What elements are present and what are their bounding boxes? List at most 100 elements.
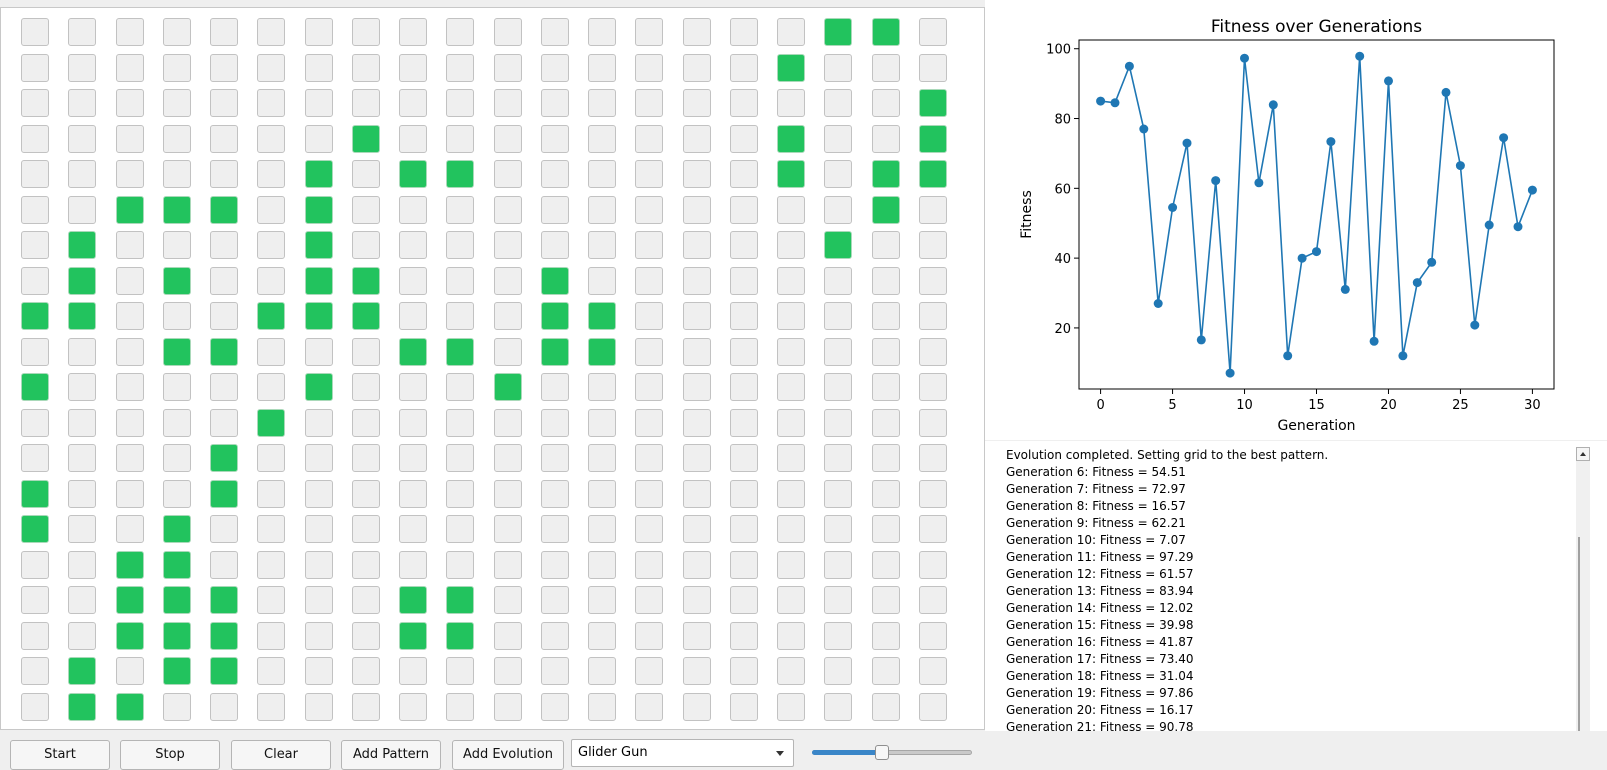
grid-cell[interactable] — [588, 480, 616, 508]
grid-cell[interactable] — [68, 196, 96, 224]
grid-cell[interactable] — [163, 89, 191, 117]
grid-cell[interactable] — [777, 693, 805, 721]
grid-cell[interactable] — [872, 657, 900, 685]
grid-cell[interactable] — [494, 338, 522, 366]
grid-cell[interactable] — [635, 693, 663, 721]
grid-cell[interactable] — [305, 480, 333, 508]
grid-cell[interactable] — [21, 480, 49, 508]
grid-cell[interactable] — [68, 125, 96, 153]
grid-cell[interactable] — [257, 657, 285, 685]
grid-cell[interactable] — [541, 125, 569, 153]
grid-cell[interactable] — [399, 444, 427, 472]
grid-cell[interactable] — [352, 338, 380, 366]
grid-cell[interactable] — [163, 338, 191, 366]
grid-cell[interactable] — [824, 480, 852, 508]
grid-cell[interactable] — [305, 302, 333, 330]
grid-cell[interactable] — [541, 54, 569, 82]
grid-cell[interactable] — [21, 551, 49, 579]
grid-cell[interactable] — [116, 338, 144, 366]
grid-cell[interactable] — [68, 622, 96, 650]
grid-cell[interactable] — [872, 338, 900, 366]
grid-cell[interactable] — [446, 480, 474, 508]
grid-cell[interactable] — [588, 54, 616, 82]
grid-cell[interactable] — [588, 622, 616, 650]
grid-cell[interactable] — [635, 444, 663, 472]
grid-cell[interactable] — [824, 586, 852, 614]
grid-cell[interactable] — [683, 622, 711, 650]
grid-cell[interactable] — [210, 409, 238, 437]
grid-cell[interactable] — [210, 302, 238, 330]
grid-cell[interactable] — [21, 54, 49, 82]
grid-cell[interactable] — [494, 160, 522, 188]
grid-cell[interactable] — [399, 125, 427, 153]
grid-cell[interactable] — [116, 693, 144, 721]
grid-cell[interactable] — [116, 302, 144, 330]
grid-cell[interactable] — [588, 338, 616, 366]
grid-cell[interactable] — [777, 89, 805, 117]
grid-cell[interactable] — [683, 196, 711, 224]
grid-cell[interactable] — [494, 551, 522, 579]
grid-cell[interactable] — [777, 18, 805, 46]
grid-cell[interactable] — [494, 515, 522, 543]
grid-cell[interactable] — [257, 231, 285, 259]
grid-cell[interactable] — [257, 444, 285, 472]
grid-cell[interactable] — [446, 231, 474, 259]
grid-cell[interactable] — [257, 338, 285, 366]
grid-cell[interactable] — [683, 693, 711, 721]
grid-cell[interactable] — [872, 693, 900, 721]
grid-cell[interactable] — [494, 89, 522, 117]
grid-cell[interactable] — [210, 338, 238, 366]
grid-cell[interactable] — [777, 338, 805, 366]
grid-cell[interactable] — [210, 89, 238, 117]
grid-cell[interactable] — [305, 551, 333, 579]
grid-cell[interactable] — [824, 160, 852, 188]
grid-cell[interactable] — [21, 231, 49, 259]
grid-cell[interactable] — [21, 444, 49, 472]
grid-cell[interactable] — [21, 515, 49, 543]
grid-cell[interactable] — [446, 657, 474, 685]
grid-cell[interactable] — [541, 373, 569, 401]
grid-cell[interactable] — [777, 444, 805, 472]
grid-cell[interactable] — [683, 515, 711, 543]
grid-cell[interactable] — [824, 409, 852, 437]
grid-cell[interactable] — [163, 54, 191, 82]
grid-cell[interactable] — [541, 622, 569, 650]
grid-cell[interactable] — [257, 196, 285, 224]
grid-cell[interactable] — [824, 267, 852, 295]
grid-cell[interactable] — [446, 196, 474, 224]
grid-cell[interactable] — [257, 160, 285, 188]
grid-cell[interactable] — [683, 231, 711, 259]
grid-cell[interactable] — [635, 586, 663, 614]
grid-cell[interactable] — [683, 89, 711, 117]
grid-cell[interactable] — [919, 480, 947, 508]
grid-cell[interactable] — [399, 231, 427, 259]
grid-cell[interactable] — [730, 338, 758, 366]
grid-cell[interactable] — [163, 302, 191, 330]
grid-cell[interactable] — [541, 515, 569, 543]
grid-cell[interactable] — [635, 373, 663, 401]
grid-cell[interactable] — [494, 125, 522, 153]
grid-cell[interactable] — [68, 18, 96, 46]
grid-cell[interactable] — [541, 693, 569, 721]
grid-cell[interactable] — [446, 515, 474, 543]
grid-cell[interactable] — [352, 373, 380, 401]
grid-cell[interactable] — [21, 622, 49, 650]
grid-cell[interactable] — [257, 54, 285, 82]
grid-cell[interactable] — [68, 231, 96, 259]
grid-cell[interactable] — [352, 54, 380, 82]
grid-cell[interactable] — [635, 657, 663, 685]
grid-cell[interactable] — [494, 444, 522, 472]
clear-button[interactable]: Clear — [231, 740, 331, 770]
grid-cell[interactable] — [116, 267, 144, 295]
grid-cell[interactable] — [541, 338, 569, 366]
grid-cell[interactable] — [116, 373, 144, 401]
grid-cell[interactable] — [635, 302, 663, 330]
grid-cell[interactable] — [683, 125, 711, 153]
grid-cell[interactable] — [163, 267, 191, 295]
grid-cell[interactable] — [541, 196, 569, 224]
grid-cell[interactable] — [305, 409, 333, 437]
scroll-up-button[interactable] — [1576, 447, 1590, 461]
grid-cell[interactable] — [824, 338, 852, 366]
grid-cell[interactable] — [872, 480, 900, 508]
grid-cell[interactable] — [872, 622, 900, 650]
